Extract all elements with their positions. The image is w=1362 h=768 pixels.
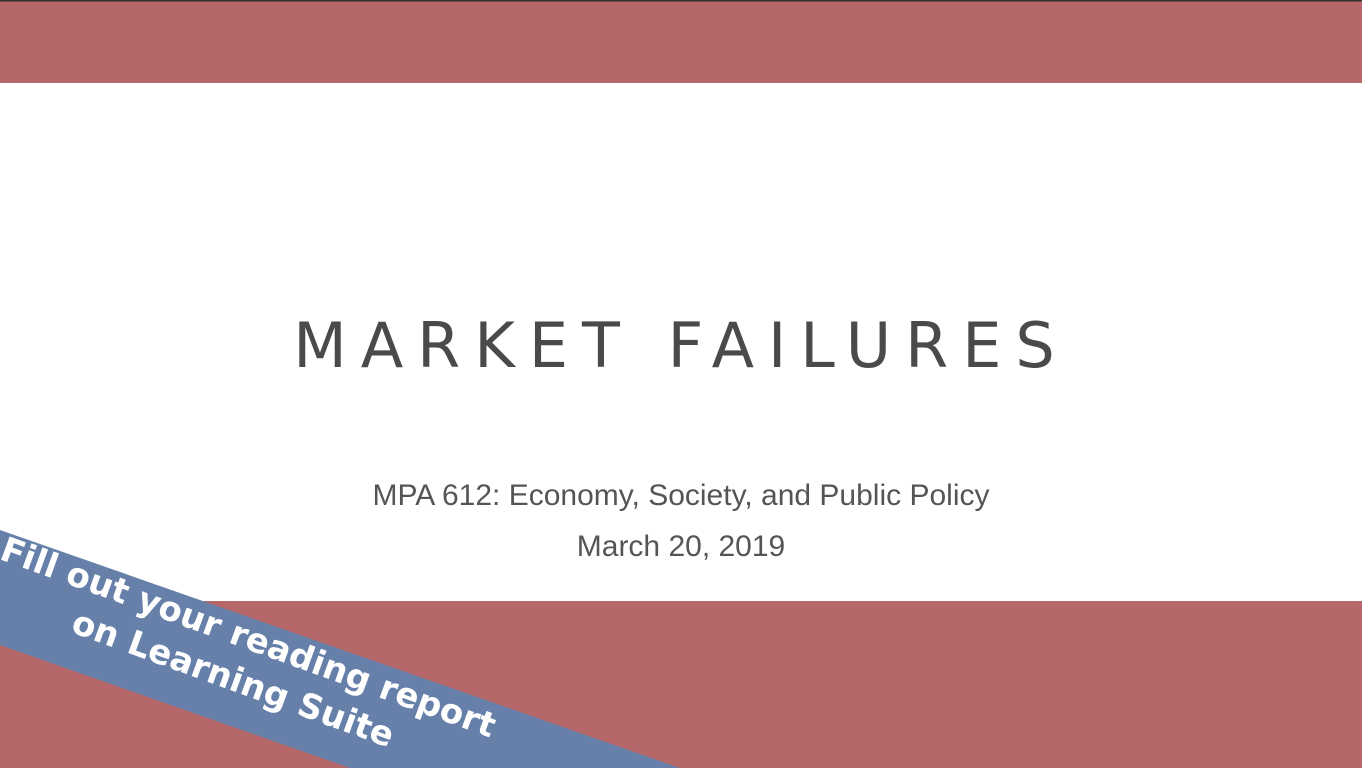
top-edge (0, 0, 1362, 2)
slide-title: MARKET FAILURES (293, 309, 1069, 382)
banner-ribbon (0, 530, 680, 768)
slide-date: March 20, 2019 (577, 530, 785, 563)
top-band (0, 0, 1362, 83)
slide-subtitle: MPA 612: Economy, Society, and Public Po… (373, 479, 990, 512)
